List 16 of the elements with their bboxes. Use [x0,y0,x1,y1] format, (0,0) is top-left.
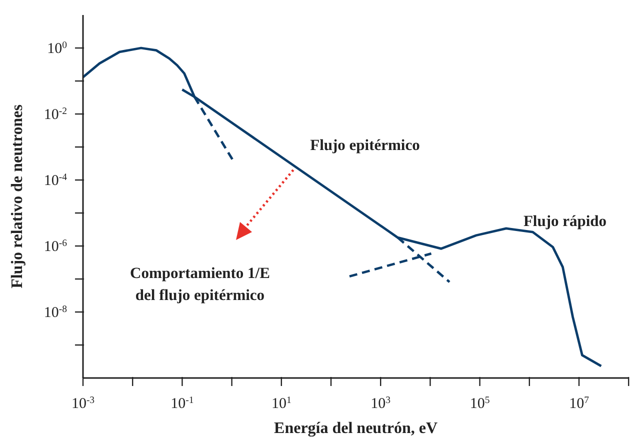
x-tick-label: 10$^{-3}$ [71,394,95,412]
x-tick-label: 10$^{3}$ [370,394,391,412]
y-tick-label: 10$^{-8}$ [44,304,68,321]
x-tick-label: 10$^{-1}$ [170,394,194,412]
x-tick-label: 10$^{5}$ [470,394,490,412]
y-axis-title: Flujo relativo de neutrones [9,104,26,288]
annotation: Flujo rápido [523,213,607,230]
y-tick-label: 10$^{-4}$ [44,172,68,189]
annotation: Flujo epitérmico [310,137,420,154]
x-tick-label: 10$^{7}$ [569,394,590,412]
y-tick-label: 10$^{-2}$ [44,106,68,123]
y-tick-label: 10$^{0}$ [47,40,68,57]
y-tick-label: 10$^{-6}$ [44,238,68,255]
x-tick-label: 10$^{1}$ [271,394,292,412]
annotation: Comportamiento 1/E del flujo epitérmico [130,265,270,304]
x-axis-title: Energía del neutrón, eV [274,420,438,437]
